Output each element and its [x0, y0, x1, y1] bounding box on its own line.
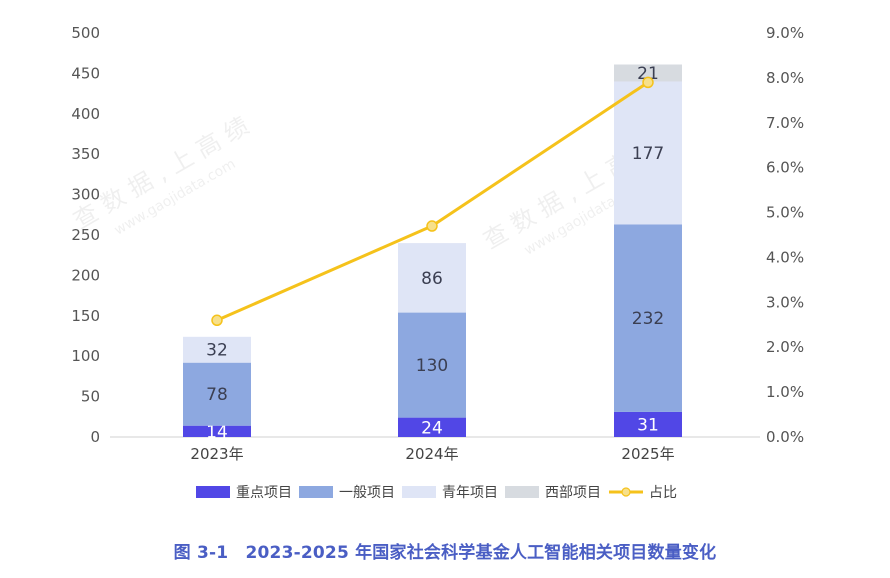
left-tick-label: 300 — [71, 186, 100, 204]
left-tick-label: 200 — [71, 266, 100, 284]
right-tick-label: 8.0% — [766, 69, 804, 87]
bar-segment — [398, 312, 466, 418]
data-label: 21 — [637, 64, 659, 84]
legend-marker — [621, 487, 631, 497]
right-tick-label: 2.0% — [766, 338, 804, 356]
category-labels: 2023年 2024年 2025年 — [190, 445, 674, 463]
data-label: 78 — [206, 385, 228, 405]
legend-label: 重点项目 — [236, 485, 292, 501]
ratio-point — [642, 76, 654, 89]
left-tick-label: 250 — [71, 226, 100, 244]
right-tick-label: 1.0% — [766, 383, 804, 401]
left-tick-label: 50 — [81, 388, 100, 406]
bar-segment — [614, 411, 682, 437]
ratio-point — [426, 220, 438, 232]
legend-label: 青年项目 — [442, 485, 498, 501]
data-label: 232 — [632, 309, 664, 329]
bar-segment — [614, 224, 682, 412]
category-label: 2023年 — [190, 445, 243, 463]
data-label: 177 — [632, 144, 664, 164]
right-axis: 0.0% 1.0% 2.0% 3.0% 4.0% 5.0% 6.0% 7.0% 8.0% 9.0% — [766, 24, 804, 446]
left-tick-label: 450 — [71, 64, 100, 82]
legend-item: 占比 — [609, 485, 677, 501]
legend-label: 西部项目 — [545, 485, 601, 501]
data-label: 130 — [416, 356, 448, 376]
bar-segment — [183, 362, 251, 426]
right-tick-label: 9.0% — [766, 24, 804, 42]
left-tick-label: 150 — [71, 307, 100, 325]
ratio-line — [211, 76, 654, 327]
legend-label: 占比 — [649, 485, 677, 501]
left-tick-label: 350 — [71, 145, 100, 163]
bar-segment — [398, 243, 466, 313]
right-tick-label: 0.0% — [766, 428, 804, 446]
legend-label: 一般项目 — [339, 485, 395, 501]
data-label: 86 — [421, 269, 443, 289]
category-label: 2024年 — [405, 445, 458, 463]
legend-item: 西部项目 — [505, 485, 601, 501]
legend-swatch — [505, 486, 539, 498]
right-tick-label: 4.0% — [766, 248, 804, 266]
left-tick-label: 500 — [71, 24, 100, 42]
legend-item: 青年项目 — [402, 485, 498, 501]
legend-swatch — [299, 486, 333, 498]
legend-item: 一般项目 — [299, 485, 395, 501]
legend-swatch — [402, 486, 436, 498]
left-tick-label: 0 — [90, 428, 100, 446]
legend-item: 重点项目 — [196, 485, 292, 501]
bar-segment — [614, 81, 682, 225]
bar-segment — [183, 336, 251, 363]
data-label: 24 — [421, 418, 443, 438]
left-tick-label: 100 — [71, 347, 100, 365]
figure-caption: 图 3-1 2023-2025 年国家社会科学基金人工智能相关项目数量变化 — [173, 543, 717, 563]
bars: 14 78 32 24 130 86 31 232 177 21 — [183, 64, 682, 442]
category-label: 2025年 — [621, 445, 674, 463]
bar-segment — [183, 425, 251, 437]
data-label: 32 — [206, 341, 228, 361]
ratio-point — [211, 314, 223, 327]
right-tick-label: 5.0% — [766, 204, 804, 222]
data-label: 14 — [206, 422, 228, 442]
legend: 重点项目 一般项目 青年项目 西部项目 占比 — [196, 485, 677, 501]
bar-segment — [398, 417, 466, 437]
left-axis: 0 50 100 150 200 250 300 350 400 450 500 — [71, 24, 100, 446]
data-label: 31 — [637, 415, 659, 435]
left-tick-label: 400 — [71, 105, 100, 123]
right-tick-label: 3.0% — [766, 293, 804, 311]
legend-swatch — [196, 486, 230, 498]
right-tick-label: 7.0% — [766, 114, 804, 132]
right-tick-label: 6.0% — [766, 159, 804, 177]
bar-segment — [614, 64, 682, 82]
